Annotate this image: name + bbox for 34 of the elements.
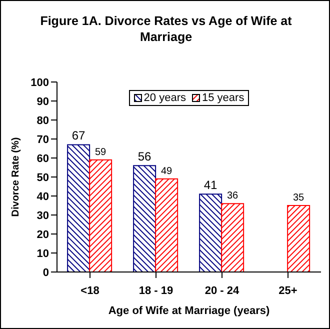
y-axis-title: Divorce Rate (%)	[10, 137, 22, 217]
bar	[89, 159, 112, 272]
bar	[287, 205, 310, 272]
y-tick-label: 0	[42, 266, 49, 279]
y-tick-label: 50	[36, 172, 49, 184]
legend-label: 15 years	[202, 92, 244, 104]
x-axis-title: Age of Wife at Marriage (years)	[108, 305, 270, 317]
x-tick-label: 20 - 24	[204, 284, 240, 297]
x-tick-label: 25+	[278, 284, 298, 297]
data-label: 35	[292, 192, 305, 204]
bar	[155, 178, 178, 272]
y-tick-label: 30	[36, 210, 49, 222]
bar	[67, 144, 90, 272]
bar	[133, 165, 156, 272]
data-label: 41	[204, 178, 218, 192]
x-tick-label: 18 - 19	[138, 284, 174, 297]
y-tick-label: 90	[36, 96, 49, 108]
data-label: 67	[72, 128, 86, 143]
y-tick-label: 80	[36, 114, 49, 127]
data-label: 59	[94, 146, 107, 158]
y-tick-label: 70	[36, 134, 49, 146]
legend-label: 20 years	[144, 92, 186, 104]
y-tick-label: 20	[36, 228, 49, 241]
y-tick-label: 100	[30, 76, 49, 89]
bar	[199, 194, 222, 272]
y-tick-label: 60	[36, 152, 49, 165]
data-label: 36	[226, 190, 239, 202]
data-label: 56	[138, 150, 152, 164]
y-tick-label: 40	[36, 190, 49, 203]
data-label: 49	[160, 166, 173, 177]
y-tick-label: 10	[36, 248, 49, 260]
chart-title: Figure 1A. Divorce Rates vs Age of Wife at Marriage	[39, 13, 293, 45]
bar	[221, 203, 244, 272]
x-tick-label: <18	[80, 284, 100, 297]
